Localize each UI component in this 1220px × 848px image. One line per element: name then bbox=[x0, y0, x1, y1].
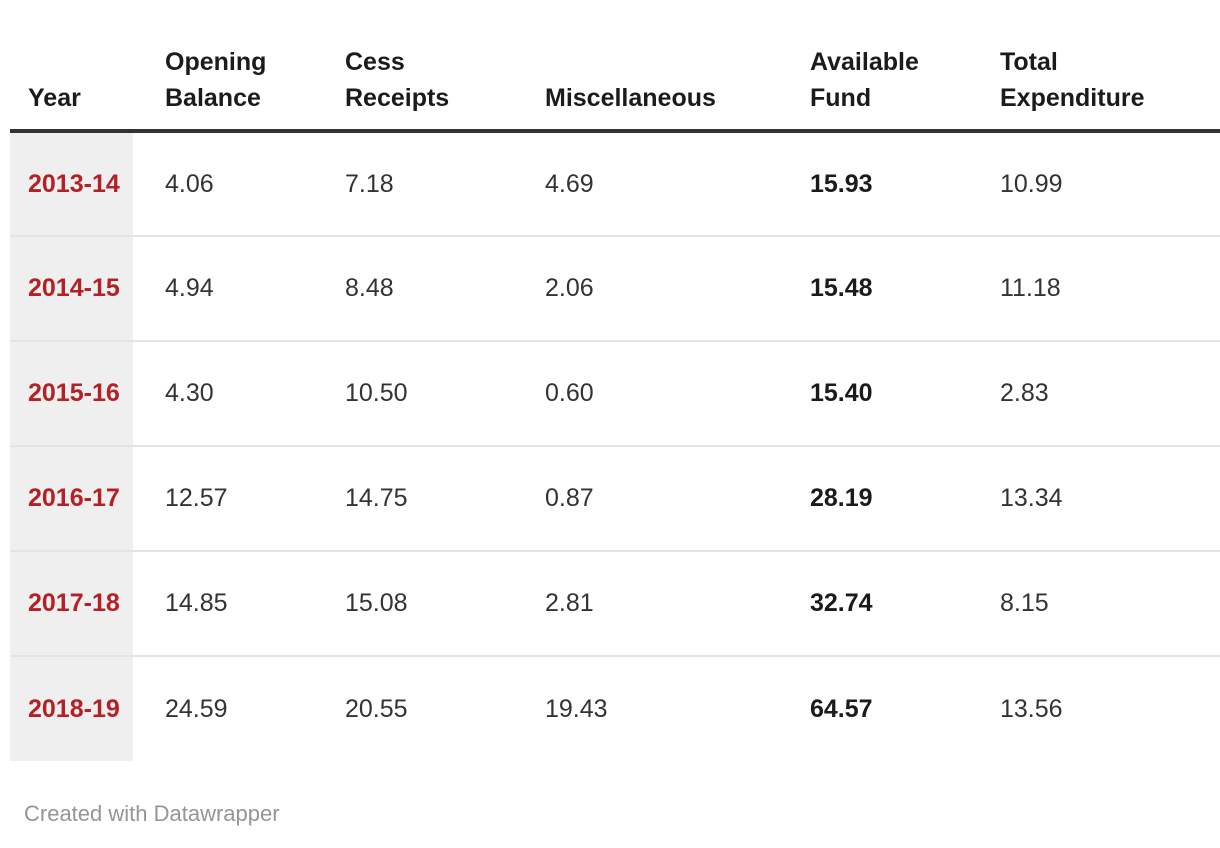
value-cell: 13.56 bbox=[1000, 694, 1063, 723]
header-row: Year Opening Balance Cess Receipts Misce… bbox=[10, 0, 1220, 133]
value-cell: 4.94 bbox=[133, 236, 330, 342]
column-header-available-fund: Available Fund bbox=[795, 0, 985, 133]
column-header-opening-balance: Opening Balance bbox=[133, 0, 330, 133]
value-cell: 2.06 bbox=[530, 236, 795, 342]
table-row: 2015-16 4.30 10.50 0.60 15.40 2.83 bbox=[10, 341, 1220, 447]
value-cell: 15.93 bbox=[795, 131, 985, 237]
table-row: 2018-19 24.59 20.55 19.43 64.57 13.56 bbox=[10, 656, 1220, 761]
year-cell: 2018-19 bbox=[10, 656, 133, 761]
value-cell: 10.50 bbox=[330, 341, 530, 447]
year-cell: 2014-15 bbox=[10, 236, 133, 342]
value-cell: 4.06 bbox=[133, 131, 330, 237]
value-cell: 12.57 bbox=[133, 446, 330, 552]
value-cell: 4.30 bbox=[133, 341, 330, 447]
value-cell: 10.99 bbox=[985, 131, 1220, 237]
table-row: 2017-18 14.85 15.08 2.81 32.74 8.15 bbox=[10, 551, 1220, 657]
value-cell: 64.57 bbox=[810, 694, 873, 723]
value-cell: 4.69 bbox=[530, 131, 795, 237]
value-cell: 8.15 bbox=[985, 551, 1220, 657]
value-cell: 0.60 bbox=[530, 341, 795, 447]
value-cell: 14.75 bbox=[330, 446, 530, 552]
year-cell: 2015-16 bbox=[10, 341, 133, 447]
value-cell: 2.81 bbox=[530, 551, 795, 657]
value-cell: 7.18 bbox=[330, 131, 530, 237]
value-cell: 28.19 bbox=[795, 446, 985, 552]
table-row: 2016-17 12.57 14.75 0.87 28.19 13.34 bbox=[10, 446, 1220, 552]
year-cell: 2016-17 bbox=[10, 446, 133, 552]
year-cell: 2017-18 bbox=[10, 551, 133, 657]
table-header: Year Opening Balance Cess Receipts Misce… bbox=[10, 0, 1220, 133]
data-table: Year Opening Balance Cess Receipts Misce… bbox=[10, 0, 1220, 761]
value-cell: 11.18 bbox=[985, 236, 1220, 342]
value-cell: 0.87 bbox=[530, 446, 795, 552]
value-cell: 15.08 bbox=[330, 551, 530, 657]
column-header-cess-receipts: Cess Receipts bbox=[330, 0, 530, 133]
value-cell: 20.55 bbox=[345, 694, 408, 723]
value-cell: 32.74 bbox=[795, 551, 985, 657]
table-body: 2013-14 4.06 7.18 4.69 15.93 10.99 2014-… bbox=[10, 131, 1220, 761]
year-cell: 2013-14 bbox=[10, 131, 133, 237]
value-cell: 15.48 bbox=[795, 236, 985, 342]
column-header-miscellaneous: Miscellaneous bbox=[530, 0, 795, 133]
value-cell: 2.83 bbox=[985, 341, 1220, 447]
datawrapper-attribution: Created with Datawrapper bbox=[24, 801, 280, 826]
value-cell: 13.34 bbox=[985, 446, 1220, 552]
value-cell: 8.48 bbox=[330, 236, 530, 342]
value-cell: 19.43 bbox=[545, 694, 608, 723]
value-cell: 14.85 bbox=[133, 551, 330, 657]
value-cell: 15.40 bbox=[795, 341, 985, 447]
table-row: 2014-15 4.94 8.48 2.06 15.48 11.18 bbox=[10, 236, 1220, 342]
value-cell: 24.59 bbox=[165, 694, 228, 723]
table-row: 2013-14 4.06 7.18 4.69 15.93 10.99 bbox=[10, 131, 1220, 237]
column-header-year: Year bbox=[10, 0, 133, 133]
column-header-total-expenditure: Total Expenditure bbox=[985, 0, 1220, 133]
